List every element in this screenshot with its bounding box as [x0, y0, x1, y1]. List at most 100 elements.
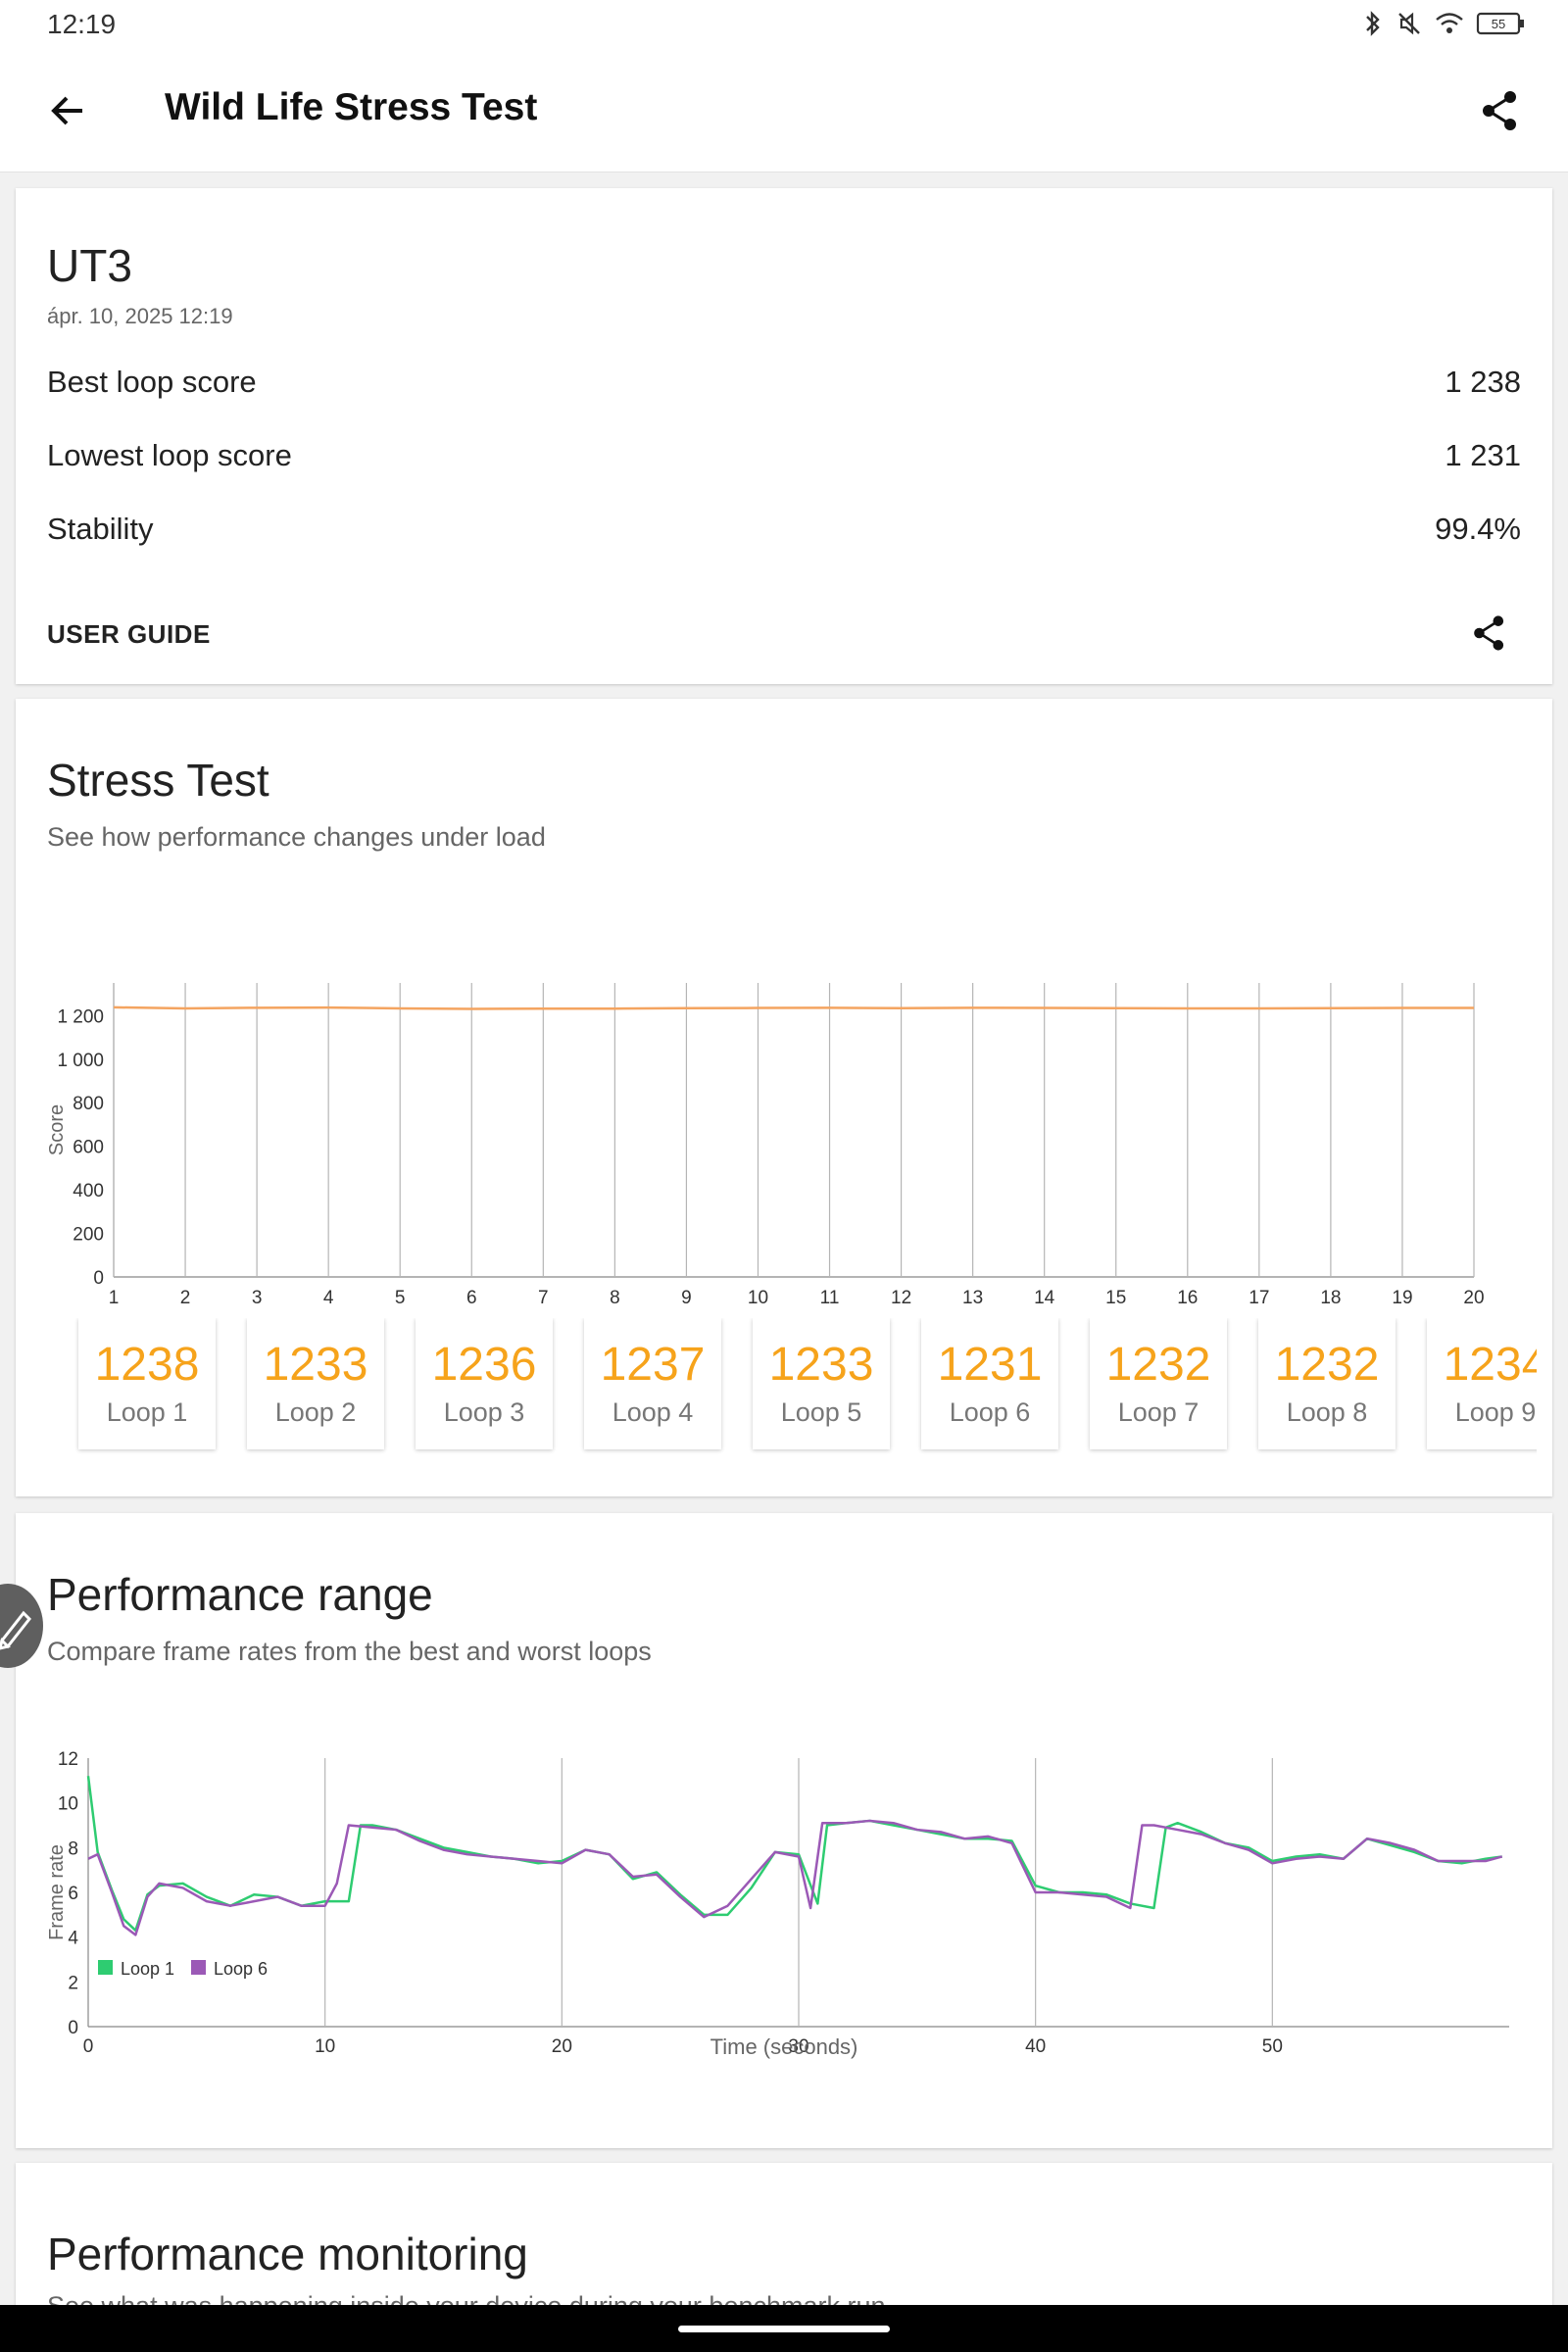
lowest-loop-value: 1 231: [1445, 438, 1521, 472]
x-tick-label: 10: [315, 2036, 335, 2057]
x-axis-label: Time (seconds): [710, 2034, 858, 2059]
best-loop-label: Best loop score: [47, 365, 257, 399]
loop-score-label: Loop 4: [612, 1397, 694, 1427]
x-tick-label: 14: [1034, 1288, 1055, 1306]
loop-score-value: 1237: [600, 1339, 706, 1391]
x-tick-label: 15: [1105, 1288, 1126, 1306]
y-tick-label: 6: [68, 1884, 78, 1904]
y-tick-label: 1 000: [57, 1051, 104, 1071]
bluetooth-icon: [1366, 11, 1380, 36]
loop-score-label: Loop 8: [1286, 1397, 1368, 1427]
performance-range-title: Performance range: [47, 1569, 433, 1620]
x-tick-label: 1: [109, 1288, 120, 1306]
summary-card: UT3 ápr. 10, 2025 12:19 Best loop score …: [16, 188, 1552, 684]
legend-label: Loop 6: [214, 1959, 268, 1979]
loop-score-tile[interactable]: 1237 Loop 4: [584, 1318, 721, 1449]
y-tick-label: 2: [68, 1973, 78, 1993]
y-tick-label: 10: [58, 1794, 78, 1815]
x-tick-label: 9: [681, 1288, 692, 1306]
x-tick-label: 18: [1320, 1288, 1341, 1306]
x-tick-label: 10: [748, 1288, 768, 1306]
x-tick-label: 8: [610, 1288, 620, 1306]
legend-label: Loop 1: [121, 1959, 174, 1979]
performance-range-card: Performance range Compare frame rates fr…: [16, 1513, 1552, 2148]
x-tick-label: 16: [1177, 1288, 1198, 1306]
loop-score-tile[interactable]: 1238 Loop 1: [78, 1318, 216, 1449]
app-bar: Wild Life Stress Test: [0, 49, 1568, 172]
stress-test-chart: 1 2 3 4 5 6 7 8 9 10 11 12 13 14 15 16 17 18 19 20020040060…: [46, 983, 1485, 1306]
y-tick-label: 12: [58, 1749, 78, 1770]
y-tick-label: 600: [73, 1138, 104, 1158]
back-arrow-icon[interactable]: [43, 86, 92, 135]
series-line-loop-1: [86, 1776, 1502, 1933]
x-tick-label: 30: [788, 2036, 808, 2057]
performance-range-subtitle: Compare frame rates from the best and wo…: [47, 1637, 652, 1666]
stress-test-card: Stress Test See how performance changes …: [16, 699, 1552, 1496]
y-tick-label: 8: [68, 1838, 78, 1859]
stress-test-title: Stress Test: [47, 755, 270, 806]
y-axis-label: Frame rate: [46, 1844, 68, 1940]
loop-score-label: Loop 6: [949, 1397, 1031, 1427]
loop-score-label: Loop 7: [1117, 1397, 1200, 1427]
x-tick-label: 40: [1025, 2036, 1046, 2057]
y-tick-label: 4: [68, 1929, 78, 1949]
loop-score-tile[interactable]: 1233 Loop 2: [247, 1318, 384, 1449]
loop-score-value: 1238: [94, 1339, 200, 1391]
loop-score-label: Loop 1: [106, 1397, 188, 1427]
lowest-loop-label: Lowest loop score: [47, 438, 292, 472]
loop-score-tile[interactable]: 1232 Loop 8: [1258, 1318, 1396, 1449]
pencil-icon: [0, 1610, 32, 1650]
x-tick-label: 50: [1262, 2036, 1283, 2057]
loop-score-label: Loop 3: [443, 1397, 525, 1427]
share-icon[interactable]: [1468, 612, 1511, 655]
x-tick-label: 3: [252, 1288, 263, 1306]
loop-score-label: Loop 2: [274, 1397, 357, 1427]
x-tick-label: 5: [395, 1288, 406, 1306]
x-tick-label: 4: [323, 1288, 334, 1306]
performance-monitoring-title: Performance monitoring: [47, 2229, 528, 2279]
share-icon[interactable]: [1476, 86, 1525, 135]
battery-level: 55: [1492, 17, 1505, 31]
loop-score-tile[interactable]: 1232 Loop 7: [1090, 1318, 1227, 1449]
loop-score-tile[interactable]: 1233 Loop 5: [753, 1318, 890, 1449]
loop-score-value: 1236: [431, 1339, 537, 1391]
user-guide-button[interactable]: USER GUIDE: [47, 619, 211, 649]
wifi-icon: [1436, 13, 1463, 33]
loop-score-tile[interactable]: 1236 Loop 3: [416, 1318, 553, 1449]
loop-score-value: 1233: [768, 1339, 874, 1391]
lowest-loop-row: Lowest loop score 1 231: [47, 438, 1521, 473]
legend-swatch: [191, 1960, 206, 1975]
status-icons: 55: [1362, 10, 1525, 37]
loop-scores-strip[interactable]: 1238 Loop 1 1233 Loop 2 1236 Loop 3 1237 Loop 4…: [61, 1318, 1537, 1465]
page-title: Wild Life Stress Test: [165, 86, 538, 128]
loop-score-value: 1232: [1105, 1339, 1211, 1391]
x-tick-label: 12: [891, 1288, 911, 1306]
x-tick-label: 11: [820, 1288, 840, 1306]
x-tick-label: 19: [1392, 1288, 1412, 1306]
y-tick-label: 0: [93, 1268, 104, 1289]
loop-score-value: 1234: [1443, 1339, 1537, 1391]
home-handle[interactable]: [678, 2326, 890, 2332]
best-loop-row: Best loop score 1 238: [47, 365, 1521, 400]
status-bar: 12:19 55: [0, 0, 1568, 49]
stress-test-subtitle: See how performance changes under load: [47, 822, 546, 852]
best-loop-value: 1 238: [1445, 365, 1521, 399]
mute-icon: [1398, 12, 1420, 35]
loop-score-label: Loop 9: [1454, 1397, 1537, 1427]
x-tick-label: 2: [180, 1288, 191, 1306]
x-tick-label: 20: [1463, 1288, 1484, 1306]
stability-value: 99.4%: [1435, 512, 1521, 546]
loop-score-tile[interactable]: 1231 Loop 6: [921, 1318, 1058, 1449]
x-tick-label: 20: [552, 2036, 572, 2057]
x-tick-label: 17: [1249, 1288, 1269, 1306]
test-date: ápr. 10, 2025 12:19: [47, 304, 233, 328]
navigation-bar: [0, 2305, 1568, 2352]
edit-handle[interactable]: [0, 1584, 43, 1668]
legend-swatch: [98, 1960, 113, 1975]
loop-score-value: 1232: [1274, 1339, 1380, 1391]
x-tick-label: 7: [538, 1288, 549, 1306]
loop-score-value: 1231: [937, 1339, 1043, 1391]
y-tick-label: 1 200: [57, 1006, 104, 1027]
loop-score-tile[interactable]: 1234 Loop 9: [1427, 1318, 1537, 1449]
battery-icon: 55: [1476, 12, 1524, 35]
